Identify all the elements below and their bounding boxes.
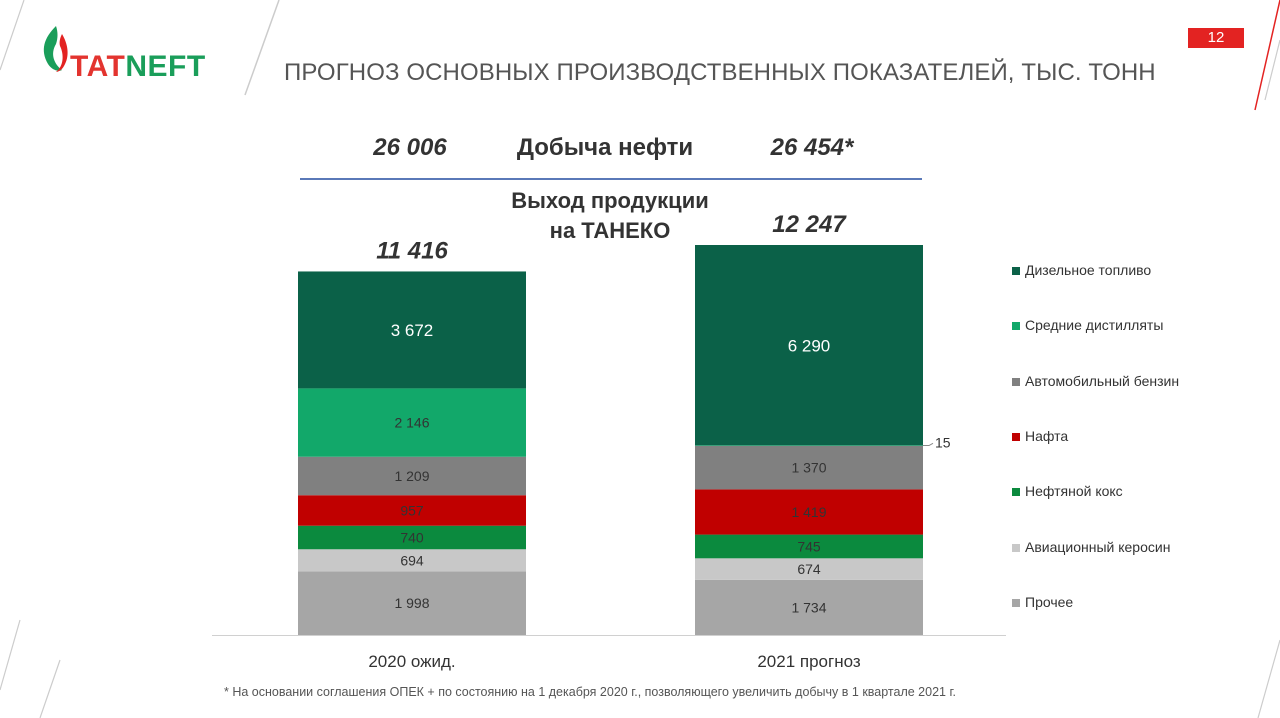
total-label: 11 416 bbox=[376, 237, 448, 264]
legend-label: Нефтяной кокс bbox=[1025, 483, 1123, 500]
data-label: 740 bbox=[400, 530, 424, 546]
legend-swatch bbox=[1012, 432, 1020, 441]
legend-swatch bbox=[1012, 488, 1020, 497]
bar-segment bbox=[298, 456, 526, 496]
data-label: 745 bbox=[797, 538, 821, 554]
bar-segment bbox=[695, 534, 923, 559]
legend-swatch bbox=[1012, 377, 1020, 386]
chart-title: Выход продукции на ТАНЕКО bbox=[480, 186, 740, 246]
data-label: 1 734 bbox=[791, 599, 826, 615]
data-label: 1 209 bbox=[394, 468, 429, 484]
callout-line bbox=[923, 442, 934, 447]
bar-segment bbox=[298, 271, 526, 389]
legend-label: Автомобильный бензин bbox=[1025, 372, 1180, 389]
data-label: 1 998 bbox=[394, 595, 429, 611]
chart-title-line-2: на ТАНЕКО bbox=[549, 218, 671, 243]
bar-segment bbox=[298, 549, 526, 572]
data-label: 15 bbox=[935, 434, 951, 450]
data-label: 674 bbox=[797, 561, 821, 577]
legend-swatch bbox=[1012, 322, 1020, 331]
tatneft-logo-icon bbox=[43, 26, 68, 72]
header-divider bbox=[300, 178, 922, 180]
page-title: ПРОГНОЗ ОСНОВНЫХ ПРОИЗВОДСТВЕННЫХ ПОКАЗА… bbox=[284, 59, 1156, 86]
oil-production-2020: 26 006 bbox=[373, 134, 447, 161]
brand-logo-text: TATNEFT bbox=[70, 50, 206, 83]
legend-label: Авиационный керосин bbox=[1025, 538, 1171, 555]
legend-label: Дизельное топливо bbox=[1025, 262, 1152, 278]
x-tick-label: 2020 ожид. bbox=[368, 652, 455, 671]
legend-label: Прочее bbox=[1025, 593, 1074, 610]
bar-segment bbox=[695, 489, 923, 535]
bar-segment bbox=[298, 525, 526, 550]
x-tick-label: 2021 прогноз bbox=[757, 652, 861, 671]
legend-swatch bbox=[1012, 598, 1020, 607]
bar-segment bbox=[695, 445, 923, 490]
bar-segment bbox=[695, 579, 923, 635]
bar-segment bbox=[695, 558, 923, 580]
page-number-badge: 12 bbox=[1188, 28, 1244, 48]
data-label: 1 419 bbox=[791, 504, 826, 520]
legend-label: Средние дистилляты bbox=[1025, 317, 1164, 334]
footnote: * На основании соглашения ОПЕК + по сост… bbox=[224, 685, 956, 699]
data-label: 694 bbox=[400, 552, 424, 568]
data-label: 6 290 bbox=[788, 336, 831, 355]
legend-label: Нафта bbox=[1025, 427, 1069, 444]
data-label: 3 672 bbox=[391, 321, 434, 340]
total-label: 12 247 bbox=[772, 211, 847, 238]
oil-production-2021: 26 454* bbox=[770, 134, 854, 161]
oil-production-label: Добыча нефти bbox=[516, 134, 694, 161]
legend-swatch bbox=[1012, 543, 1020, 552]
chart-title-line-1: Выход продукции bbox=[511, 188, 709, 213]
bar-segment bbox=[298, 388, 526, 457]
bar-segment bbox=[298, 571, 526, 635]
legend-swatch bbox=[1012, 267, 1020, 275]
bar-segment bbox=[695, 445, 923, 446]
data-label: 957 bbox=[400, 503, 424, 519]
bar-segment bbox=[298, 495, 526, 526]
bar-segment bbox=[695, 245, 923, 446]
data-label: 1 370 bbox=[791, 460, 826, 476]
data-label: 2 146 bbox=[394, 415, 429, 431]
